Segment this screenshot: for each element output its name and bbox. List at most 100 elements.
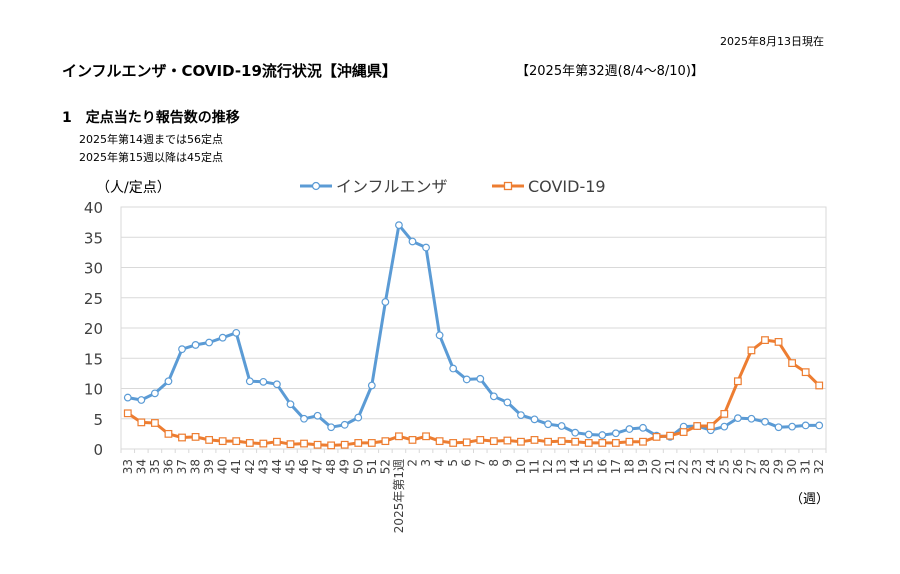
data-point: [801, 421, 810, 430]
x-tick-label: 40: [216, 459, 230, 474]
y-tick-label: 15: [84, 350, 103, 368]
x-tick-label: 39: [202, 459, 216, 474]
data-point: [218, 437, 227, 446]
x-tick-label: 2: [405, 459, 419, 467]
data-point: [137, 396, 146, 404]
x-tick-label: 23: [690, 459, 704, 474]
data-point: [747, 414, 756, 423]
data-point: [584, 430, 593, 439]
x-tick-labels: 33 34 35 36 37 38 39 40 41 42 43 44 45 46 47 48 49 50 51 52…: [121, 459, 826, 533]
x-tick-label: 44: [270, 459, 284, 474]
x-tick-label: 21: [663, 459, 677, 474]
x-tick-label: 4: [433, 459, 447, 467]
report-date: 2025年8月13日現在: [720, 35, 824, 48]
x-tick-label: 32: [812, 459, 826, 474]
x-tick-label: 19: [636, 459, 650, 474]
data-point: [232, 328, 241, 337]
week-range: 【2025年第32週(8/4～8/10)】: [516, 64, 704, 79]
x-tick-label: 34: [134, 459, 148, 474]
data-point: [462, 375, 471, 384]
data-point: [693, 422, 702, 430]
data-point: [408, 436, 417, 444]
data-point: [611, 429, 620, 438]
x-tick-label: 10: [514, 459, 528, 474]
data-point: [232, 437, 241, 446]
data-point: [205, 436, 214, 444]
data-point: [367, 381, 376, 390]
chart-legend: インフルエンザ COVID-19: [300, 177, 606, 196]
legend-label: インフルエンザ: [336, 177, 448, 196]
data-point: [476, 374, 485, 383]
data-point: [625, 437, 634, 446]
data-point: [340, 440, 349, 449]
x-tick-label: 46: [297, 459, 311, 474]
x-tick-label: 28: [758, 459, 772, 474]
page-title: インフルエンザ・COVID-19流行状況【沖縄県】: [62, 62, 397, 80]
series-line: [127, 223, 820, 439]
y-tick-label: 35: [84, 229, 103, 247]
data-point: [517, 411, 525, 420]
data-point: [503, 436, 512, 445]
chart-grid: [120, 206, 827, 453]
data-point: [313, 440, 322, 449]
data-point: [557, 437, 566, 446]
data-point: [367, 439, 376, 447]
x-tick-label: 9: [500, 459, 514, 467]
data-point: [571, 428, 580, 437]
data-point: [205, 338, 214, 347]
series-covid19: [123, 336, 824, 450]
x-tick-label: 33: [121, 459, 135, 474]
data-point: [422, 243, 430, 252]
data-point: [300, 439, 308, 448]
data-point: [557, 422, 566, 430]
data-point: [354, 413, 363, 422]
x-tick-label: 31: [799, 459, 813, 474]
data-point: [611, 439, 620, 447]
x-tick-label: 52: [378, 459, 392, 474]
data-point: [245, 439, 254, 447]
x-tick-label: 13: [555, 459, 569, 474]
data-point: [435, 437, 444, 446]
data-point: [150, 389, 159, 398]
x-tick-label: 43: [256, 459, 270, 474]
data-point: [801, 368, 810, 377]
x-tick-label: 18: [622, 459, 636, 474]
data-point: [774, 338, 783, 346]
data-point: [191, 341, 200, 349]
data-point: [462, 438, 471, 447]
data-point: [123, 393, 132, 402]
series-layer: [123, 221, 824, 450]
x-tick-label: 20: [650, 459, 664, 474]
y-tick-label: 10: [84, 381, 103, 399]
data-point: [435, 331, 444, 340]
y-tick-labels: 0 5 10 15 20 25 30 35 40: [84, 199, 103, 459]
data-point: [408, 237, 417, 246]
x-tick-label: 38: [189, 459, 203, 474]
data-point: [137, 418, 146, 427]
x-tick-label: 14: [568, 459, 582, 474]
data-point: [733, 414, 742, 423]
data-point: [679, 428, 688, 436]
data-point: [218, 333, 227, 342]
data-point: [788, 422, 797, 431]
legend-item: インフルエンザ: [300, 177, 448, 196]
series-influenza: [123, 221, 824, 441]
data-point: [733, 377, 742, 386]
data-point: [164, 429, 173, 438]
data-point: [761, 336, 769, 344]
data-point: [286, 440, 295, 449]
data-point: [489, 437, 498, 446]
data-point: [313, 411, 322, 420]
data-point: [598, 439, 607, 447]
data-point: [747, 346, 756, 355]
data-point: [259, 377, 268, 386]
x-tick-label: 11: [528, 459, 542, 474]
data-point: [300, 414, 308, 423]
x-tick-label: 8: [487, 459, 501, 467]
data-point: [164, 377, 173, 386]
data-point: [327, 441, 336, 450]
x-tick-label: 22: [677, 459, 691, 474]
sentinel-note-2: 2025年第15週以降は45定点: [79, 151, 223, 164]
data-point: [788, 359, 797, 367]
